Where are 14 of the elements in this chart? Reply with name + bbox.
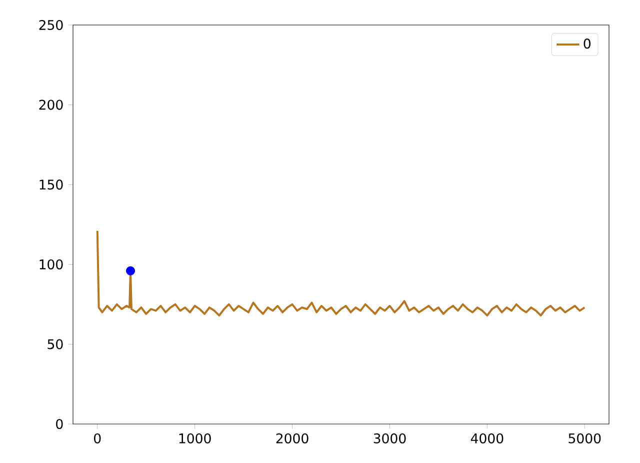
- x-tick-label: 1000: [179, 433, 211, 444]
- legend-label: 0: [584, 38, 591, 49]
- y-tick-label: 200: [39, 100, 63, 110]
- line-series: [96, 230, 586, 316]
- y-tick-label: 150: [40, 180, 63, 190]
- y-tick-label: 250: [39, 20, 63, 30]
- y-tick-label: 50: [48, 339, 63, 350]
- x-tick-label: 2000: [276, 433, 308, 444]
- x-tick-label: 0: [94, 433, 101, 444]
- y-tick-label: 100: [40, 259, 63, 270]
- x-tick-label: 3000: [374, 433, 406, 444]
- x-tick-label: 4000: [470, 433, 504, 444]
- y-tick-label: 0: [56, 418, 63, 430]
- x-tick-label: 5000: [568, 433, 601, 444]
